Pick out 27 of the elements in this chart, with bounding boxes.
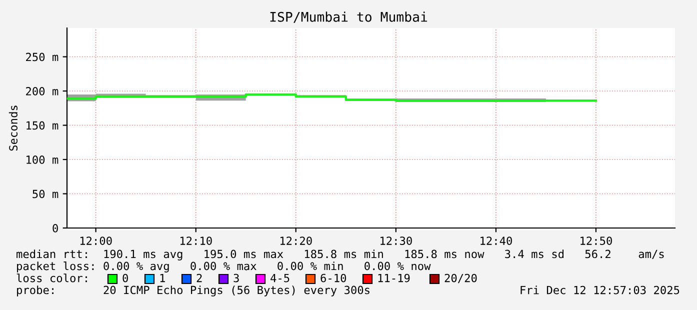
y-tick-label: 200 m xyxy=(26,87,58,96)
y-tick-label: 150 m xyxy=(26,121,58,130)
y-tick-label: 0 xyxy=(52,224,58,232)
text: 6-10 xyxy=(320,274,346,282)
text: 0 xyxy=(122,274,128,282)
text: Fri Dec 12 12:57:03 2025 xyxy=(520,286,680,294)
y-tick-label: 100 m xyxy=(26,156,58,164)
y-tick-label: 250 m xyxy=(26,52,58,62)
x-tick-label: 12:10 xyxy=(180,236,212,245)
x-tick-label: 12:00 xyxy=(80,236,112,245)
text: 4-5 xyxy=(270,274,290,282)
text: median rtt: 190.1 ms avg 195.0 ms max 185.8 ms min 185.8 ms now 3.4 ms sd 56.2 am/s xyxy=(16,250,664,260)
y-tick-label: 50 m xyxy=(32,190,58,198)
x-tick-label: 12:40 xyxy=(480,236,512,245)
text: 11-19 xyxy=(378,274,410,282)
text: packet loss: 0.00 % avg 0.00 % max 0.00 % min 0.00 % now xyxy=(17,262,431,272)
x-tick-label: 12:50 xyxy=(580,236,612,245)
text: 3 xyxy=(234,274,239,282)
y-axis-title: Seconds xyxy=(8,106,18,151)
x-tick-label: 12:30 xyxy=(380,236,412,245)
text: 20/20 xyxy=(444,274,477,284)
text: 1 xyxy=(160,274,165,282)
x-tick-label: 12:20 xyxy=(280,236,312,245)
text: loss color: xyxy=(16,274,87,282)
text: 2 xyxy=(196,274,202,282)
chart-title: ISP/Mumbai to Mumbai xyxy=(270,12,428,23)
text: probe: 20 ICMP Echo Pings (56 Bytes) every 300s xyxy=(17,286,370,296)
